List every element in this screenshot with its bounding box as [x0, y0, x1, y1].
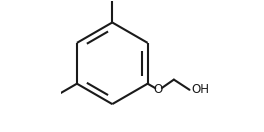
Text: O: O [154, 83, 163, 96]
Text: OH: OH [191, 83, 209, 96]
